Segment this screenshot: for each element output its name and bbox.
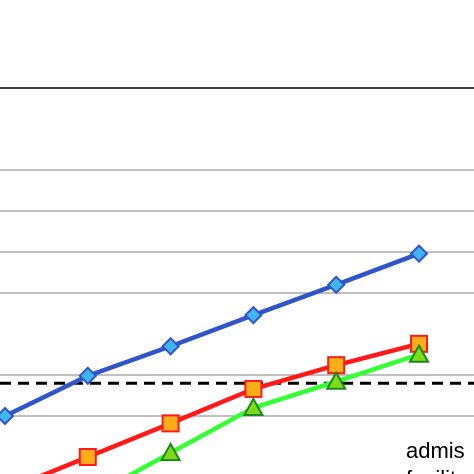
- series-2: [39, 334, 428, 474]
- series-3-point-5: [325, 370, 347, 390]
- series-2-point-2: [78, 448, 97, 466]
- gridlines: [0, 87, 474, 417]
- series-2-point-4: [244, 379, 263, 398]
- series-1-line: [4, 251, 420, 419]
- series-3-point-6: [408, 343, 430, 363]
- series-3-point-3: [159, 441, 182, 462]
- legend-label-facilit: facilit: [406, 466, 456, 474]
- series-group: [0, 244, 430, 474]
- series-1-point-2: [78, 366, 98, 386]
- series-1-point-4: [243, 305, 263, 325]
- series-3: [127, 343, 430, 474]
- series-1-point-6: [409, 244, 429, 264]
- series-1-point-5: [326, 275, 346, 295]
- legend-label-admis: admis: [406, 438, 465, 463]
- series-2-point-3: [161, 414, 180, 433]
- series-1: [0, 244, 429, 426]
- series-1-point-3: [161, 336, 181, 356]
- series-1-point-1: [0, 406, 15, 426]
- series-3-point-4: [242, 396, 265, 416]
